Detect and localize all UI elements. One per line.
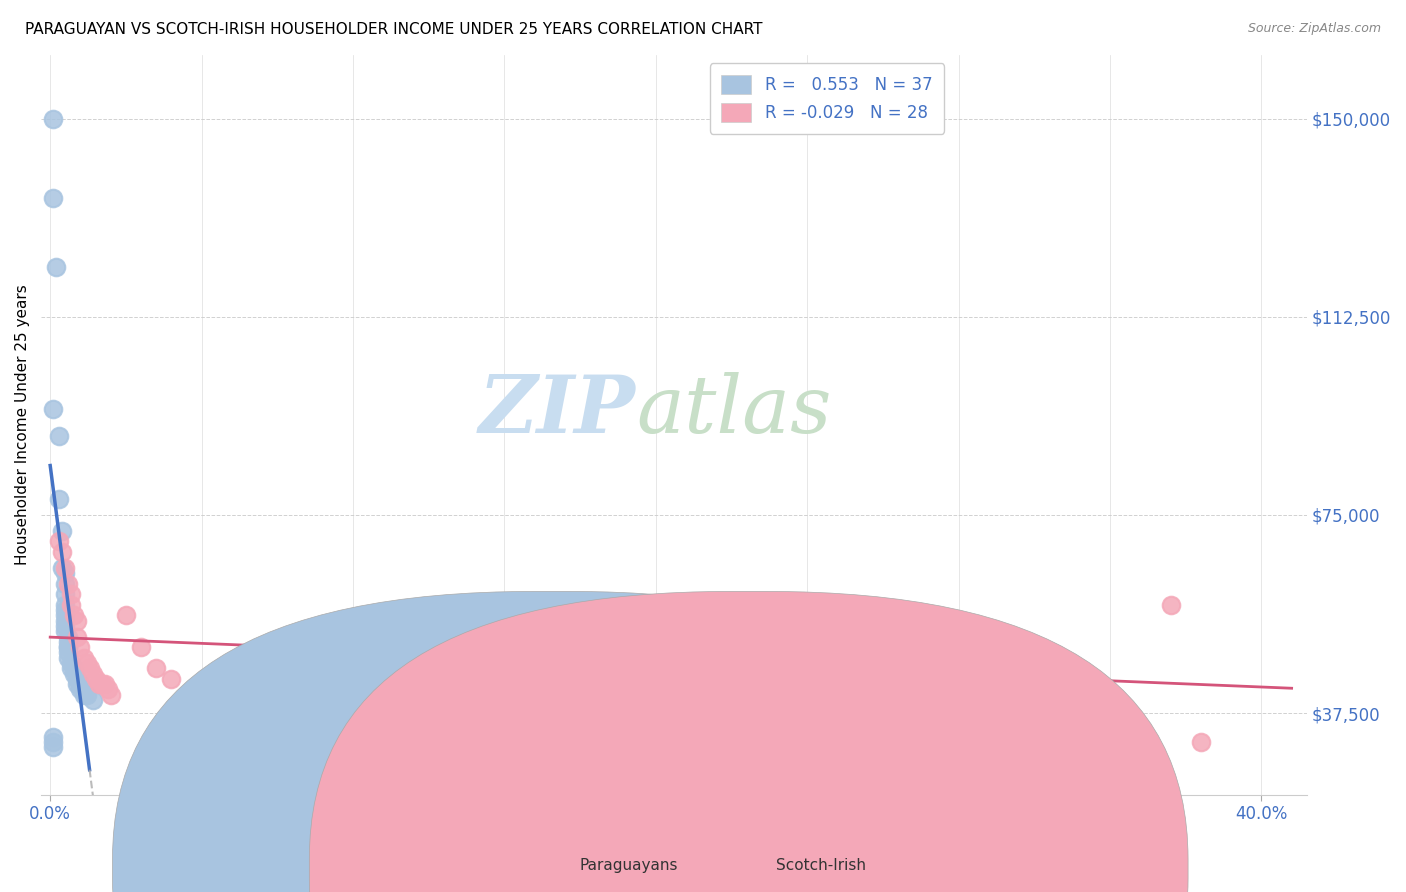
Point [494, 656, 516, 670]
Point [58, 576, 80, 591]
Point [160, 672, 183, 686]
Point [60, 656, 83, 670]
Point [53, 598, 76, 612]
Point [53, 576, 76, 591]
Point [84, 672, 107, 686]
Point [48, 428, 70, 442]
Point [90, 677, 112, 691]
Point [53, 624, 76, 639]
Point [115, 608, 138, 623]
Point [63, 661, 86, 675]
Point [76, 656, 98, 670]
Text: PARAGUAYAN VS SCOTCH-IRISH HOUSEHOLDER INCOME UNDER 25 YEARS CORRELATION CHART: PARAGUAYAN VS SCOTCH-IRISH HOUSEHOLDER I… [25, 22, 763, 37]
Point [129, 640, 152, 654]
Point [72, 688, 94, 702]
Point [53, 561, 76, 575]
Point [82, 666, 104, 681]
Point [58, 630, 80, 644]
Point [42, 191, 65, 205]
Point [63, 608, 86, 623]
Point [87, 677, 110, 691]
Point [51, 545, 73, 559]
Point [76, 688, 98, 702]
Point [42, 402, 65, 417]
Point [53, 566, 76, 580]
Point [79, 661, 101, 675]
Point [58, 634, 80, 648]
Point [100, 688, 122, 702]
Point [58, 640, 80, 654]
Point [60, 598, 83, 612]
Point [58, 645, 80, 659]
Point [69, 640, 91, 654]
Point [53, 608, 76, 623]
Point [82, 693, 104, 707]
Text: ZIP: ZIP [479, 372, 636, 449]
Point [69, 682, 91, 697]
Point [42, 740, 65, 755]
Point [53, 587, 76, 601]
Text: Paraguayans: Paraguayans [579, 858, 678, 872]
Text: Scotch-Irish: Scotch-Irish [776, 858, 866, 872]
Point [66, 672, 89, 686]
Point [93, 677, 115, 691]
Point [51, 524, 73, 538]
Point [58, 640, 80, 654]
Point [45, 260, 67, 274]
Point [42, 112, 65, 126]
Point [51, 561, 73, 575]
Point [48, 492, 70, 507]
Point [48, 534, 70, 549]
Point [53, 603, 76, 617]
Point [66, 614, 89, 628]
Point [42, 735, 65, 749]
Point [53, 614, 76, 628]
Point [72, 650, 94, 665]
Point [60, 587, 83, 601]
Point [1189, 735, 1212, 749]
Point [69, 677, 91, 691]
Point [53, 619, 76, 633]
Point [66, 677, 89, 691]
Point [58, 650, 80, 665]
Point [42, 730, 65, 744]
Y-axis label: Householder Income Under 25 years: Householder Income Under 25 years [15, 285, 30, 566]
Point [60, 661, 83, 675]
Point [1160, 598, 1182, 612]
Point [63, 666, 86, 681]
Point [66, 630, 89, 644]
Point [145, 661, 167, 675]
Point [312, 640, 335, 654]
Point [97, 682, 120, 697]
Text: atlas: atlas [636, 372, 831, 449]
Text: Source: ZipAtlas.com: Source: ZipAtlas.com [1247, 22, 1381, 36]
Legend: R =   0.553   N = 37, R = -0.029   N = 28: R = 0.553 N = 37, R = -0.029 N = 28 [710, 63, 943, 134]
